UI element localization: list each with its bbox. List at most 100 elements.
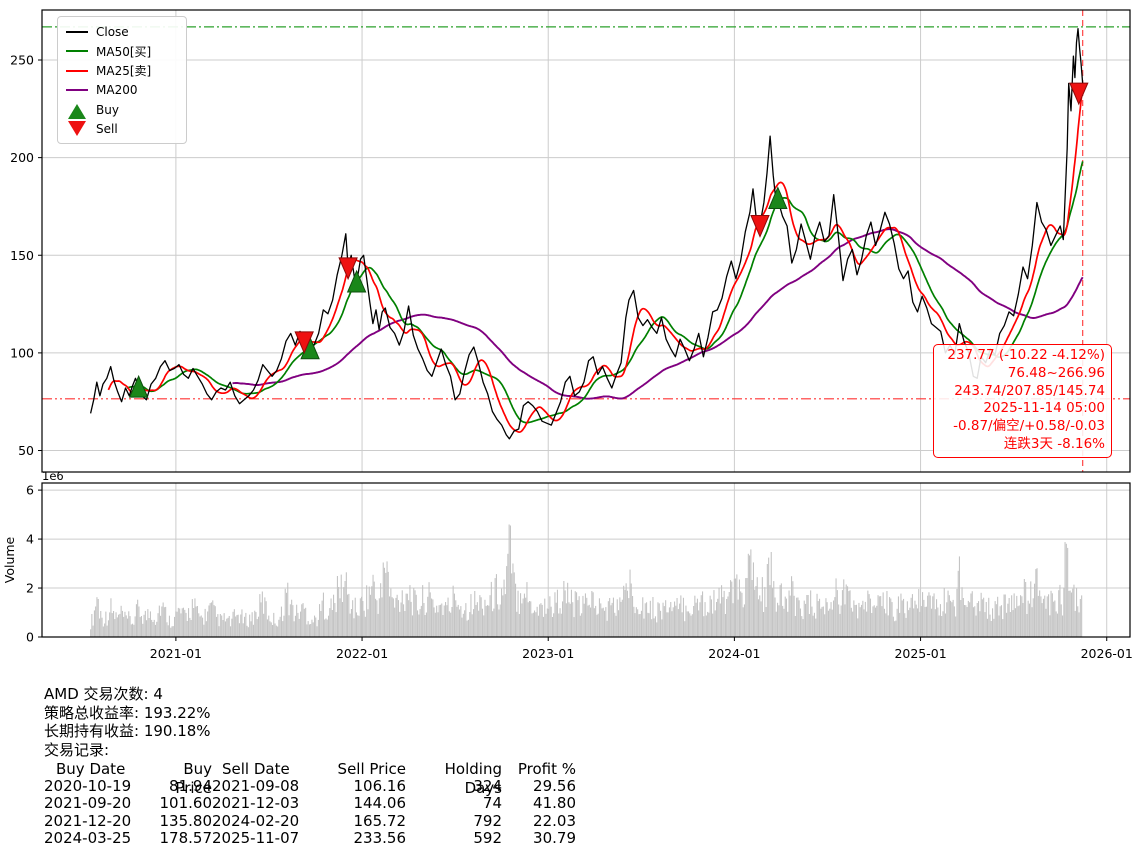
volume-bar xyxy=(1046,596,1048,637)
volume-bar xyxy=(235,616,237,637)
col-header-holding-days: Holding Days xyxy=(444,760,502,797)
volume-bar xyxy=(90,629,92,637)
volume-bar xyxy=(352,600,354,637)
volume-bar xyxy=(567,582,569,637)
holding-return-line: 长期持有收益: 190.18% xyxy=(44,722,211,740)
y-tick-label: 200 xyxy=(10,150,34,165)
volume-bar xyxy=(722,597,724,637)
volume-bar xyxy=(415,594,417,637)
annotation-bias-line: -0.87/偏空/+0.58/-0.03 xyxy=(953,418,1105,435)
volume-bar xyxy=(629,569,631,637)
volume-bar xyxy=(217,614,219,637)
volume-bar xyxy=(177,607,179,637)
volume-bar xyxy=(345,572,347,637)
volume-bar xyxy=(925,606,927,637)
volume-bar xyxy=(194,598,196,637)
volume-bar xyxy=(761,577,763,637)
volume-bar xyxy=(743,604,745,637)
volume-bar xyxy=(591,591,593,637)
volume-bar xyxy=(653,618,655,637)
volume-bar xyxy=(156,621,158,637)
volume-bar xyxy=(647,612,649,637)
volume-bar xyxy=(802,619,804,637)
volume-bar xyxy=(892,616,894,637)
volume-bar xyxy=(333,594,335,637)
volume-bar xyxy=(1054,600,1056,637)
volume-bar xyxy=(807,595,809,637)
volume-bar xyxy=(1060,604,1062,637)
volume-bar xyxy=(96,597,98,637)
volume-bar xyxy=(487,605,489,637)
volume-bar xyxy=(221,615,223,637)
volume-bar xyxy=(389,596,391,637)
volume-bar xyxy=(713,590,715,637)
volume-bar xyxy=(325,618,327,637)
volume-bar xyxy=(863,609,865,637)
volume-bar xyxy=(446,605,448,637)
volume-bar xyxy=(404,611,406,637)
volume-bar xyxy=(198,613,200,637)
volume-bar xyxy=(279,616,281,637)
volume-bar xyxy=(372,574,374,637)
volume-bar xyxy=(703,616,705,637)
volume-bar xyxy=(480,597,482,637)
volume-bar xyxy=(424,615,426,637)
volume-bar xyxy=(1008,598,1010,637)
legend-item-buy: Buy xyxy=(66,100,178,120)
volume-bar xyxy=(429,592,431,637)
volume-bar xyxy=(167,625,169,637)
table-cell: 81.94 xyxy=(169,777,212,796)
volume-bar xyxy=(439,604,441,637)
volume-bar xyxy=(1025,582,1027,637)
volume-bar xyxy=(302,603,304,637)
volume-bar xyxy=(670,602,672,637)
volume-bar xyxy=(237,614,239,637)
table-cell: 324 xyxy=(473,777,502,796)
volume-bar xyxy=(396,594,398,637)
volume-bar xyxy=(562,601,564,637)
volume-bar xyxy=(252,624,254,637)
volume-bar xyxy=(375,598,377,637)
volume-bar xyxy=(1076,587,1078,637)
volume-bar xyxy=(984,612,986,637)
annotation-price-line: 237.77 (-10.22 -4.12%) xyxy=(947,347,1105,363)
volume-bar xyxy=(937,607,939,637)
volume-bar xyxy=(338,587,340,637)
volume-bar xyxy=(950,600,952,637)
volume-bar xyxy=(195,606,197,637)
volume-bar xyxy=(523,593,525,637)
volume-bar xyxy=(484,599,486,637)
volume-bar xyxy=(113,611,115,637)
volume-bar xyxy=(1017,606,1019,637)
volume-bar xyxy=(499,604,501,637)
volume-bar xyxy=(920,606,922,637)
volume-bar xyxy=(985,602,987,637)
volume-bar xyxy=(816,593,818,637)
volume-bar xyxy=(878,596,880,637)
volume-bar xyxy=(834,597,836,637)
volume-bar xyxy=(1039,590,1041,637)
volume-bar xyxy=(110,598,112,637)
volume-bar xyxy=(789,595,791,637)
volume-bar xyxy=(1073,584,1075,637)
volume-bar xyxy=(400,602,402,637)
legend-item-ma200: MA200 xyxy=(66,81,178,101)
volume-bar xyxy=(109,612,111,637)
volume-bar xyxy=(867,590,869,637)
volume-bar xyxy=(960,600,962,637)
volume-bar xyxy=(106,625,108,637)
volume-bar xyxy=(955,616,957,637)
volume-bar xyxy=(172,626,174,637)
volume-bar xyxy=(632,596,634,637)
volume-bar xyxy=(924,606,926,637)
volume-bar xyxy=(100,611,102,637)
volume-bar xyxy=(747,553,749,637)
volume-bar xyxy=(848,591,850,637)
volume-bar xyxy=(138,606,140,637)
volume-bar xyxy=(750,549,752,637)
volume-bar xyxy=(934,609,936,637)
volume-bar xyxy=(419,609,421,637)
volume-bar xyxy=(283,615,285,637)
volume-bar xyxy=(693,606,695,637)
volume-bar xyxy=(990,621,992,637)
